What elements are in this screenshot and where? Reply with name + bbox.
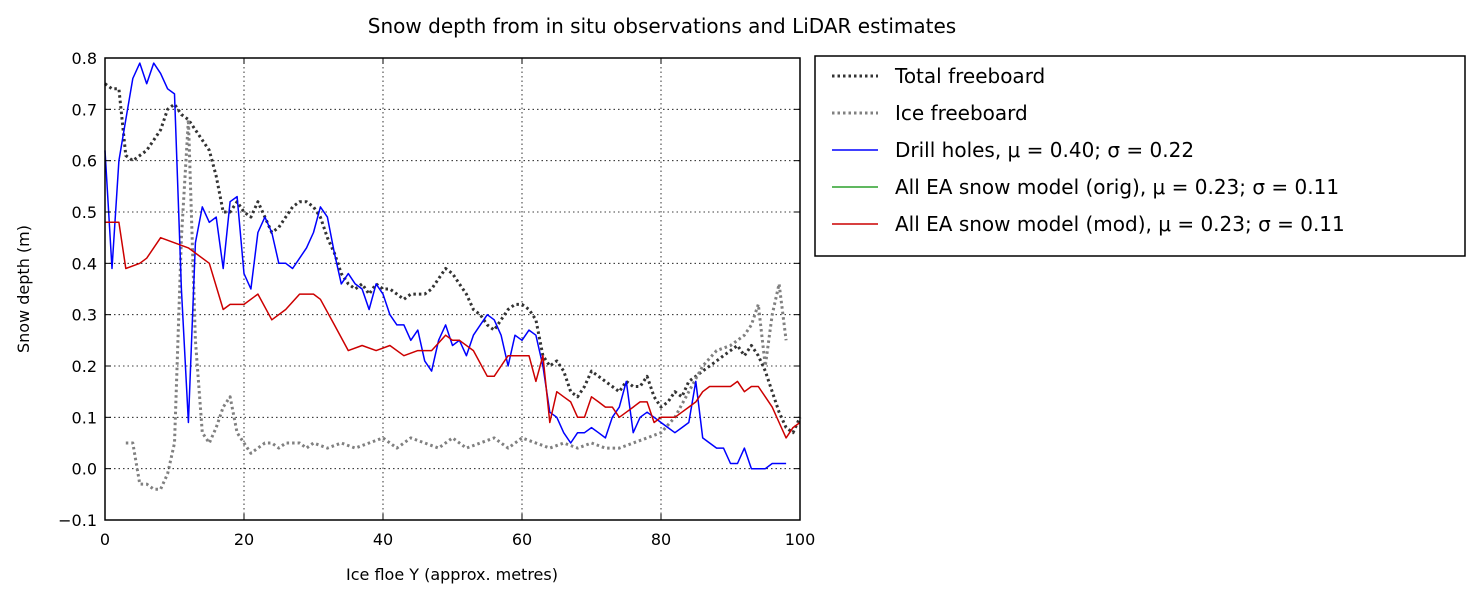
legend-label: Ice freeboard bbox=[895, 101, 1028, 125]
y-tick-label: 0.6 bbox=[72, 152, 97, 171]
legend-label: Total freeboard bbox=[894, 64, 1045, 88]
x-tick-label: 60 bbox=[512, 530, 532, 549]
y-tick-label: 0.0 bbox=[72, 460, 97, 479]
y-tick-label: 0.1 bbox=[72, 408, 97, 427]
y-tick-label: 0.4 bbox=[72, 254, 97, 273]
y-tick-label: 0.8 bbox=[72, 49, 97, 68]
y-tick-label: 0.3 bbox=[72, 306, 97, 325]
x-tick-label: 40 bbox=[373, 530, 393, 549]
plot-frame bbox=[104, 57, 801, 521]
axis-ticks: 0 20 40 60 80 100 −0.1 0.0 0.1 0.2 0.3 0.4 0.5 0.6 0.7… bbox=[58, 49, 815, 549]
chart-title: Snow depth from in situ observations and… bbox=[368, 14, 956, 38]
y-axis-label: Snow depth (m) bbox=[14, 225, 33, 353]
series-line-drill-holes-0-40-0-22 bbox=[104, 62, 787, 470]
x-tick-label: 80 bbox=[651, 530, 671, 549]
legend-label: Drill holes, μ = 0.40; σ = 0.22 bbox=[895, 138, 1194, 162]
gridlines bbox=[105, 58, 800, 520]
series-line-all-ea-snow-model-mod-0-23-0-11 bbox=[105, 221, 801, 439]
y-tick-label: 0.2 bbox=[72, 357, 97, 376]
y-tick-label: 0.7 bbox=[72, 100, 97, 119]
x-axis-label: Ice floe Y (approx. metres) bbox=[346, 565, 558, 584]
x-tick-label: 0 bbox=[100, 530, 110, 549]
y-tick-label: 0.5 bbox=[72, 203, 97, 222]
legend-box bbox=[814, 55, 1466, 257]
series-line-ice-freeboard bbox=[125, 118, 788, 491]
x-tick-label: 20 bbox=[234, 530, 254, 549]
legend-label: All EA snow model (orig), μ = 0.23; σ = … bbox=[895, 175, 1339, 199]
x-tick-label: 100 bbox=[785, 530, 816, 549]
legend-label: All EA snow model (mod), μ = 0.23; σ = 0… bbox=[895, 212, 1345, 236]
y-tick-label: −0.1 bbox=[58, 511, 97, 530]
legend: Total freeboard Ice freeboard Drill holes,… bbox=[814, 55, 1466, 257]
series-line-total-freeboard bbox=[104, 82, 802, 435]
series-layer bbox=[104, 62, 802, 491]
